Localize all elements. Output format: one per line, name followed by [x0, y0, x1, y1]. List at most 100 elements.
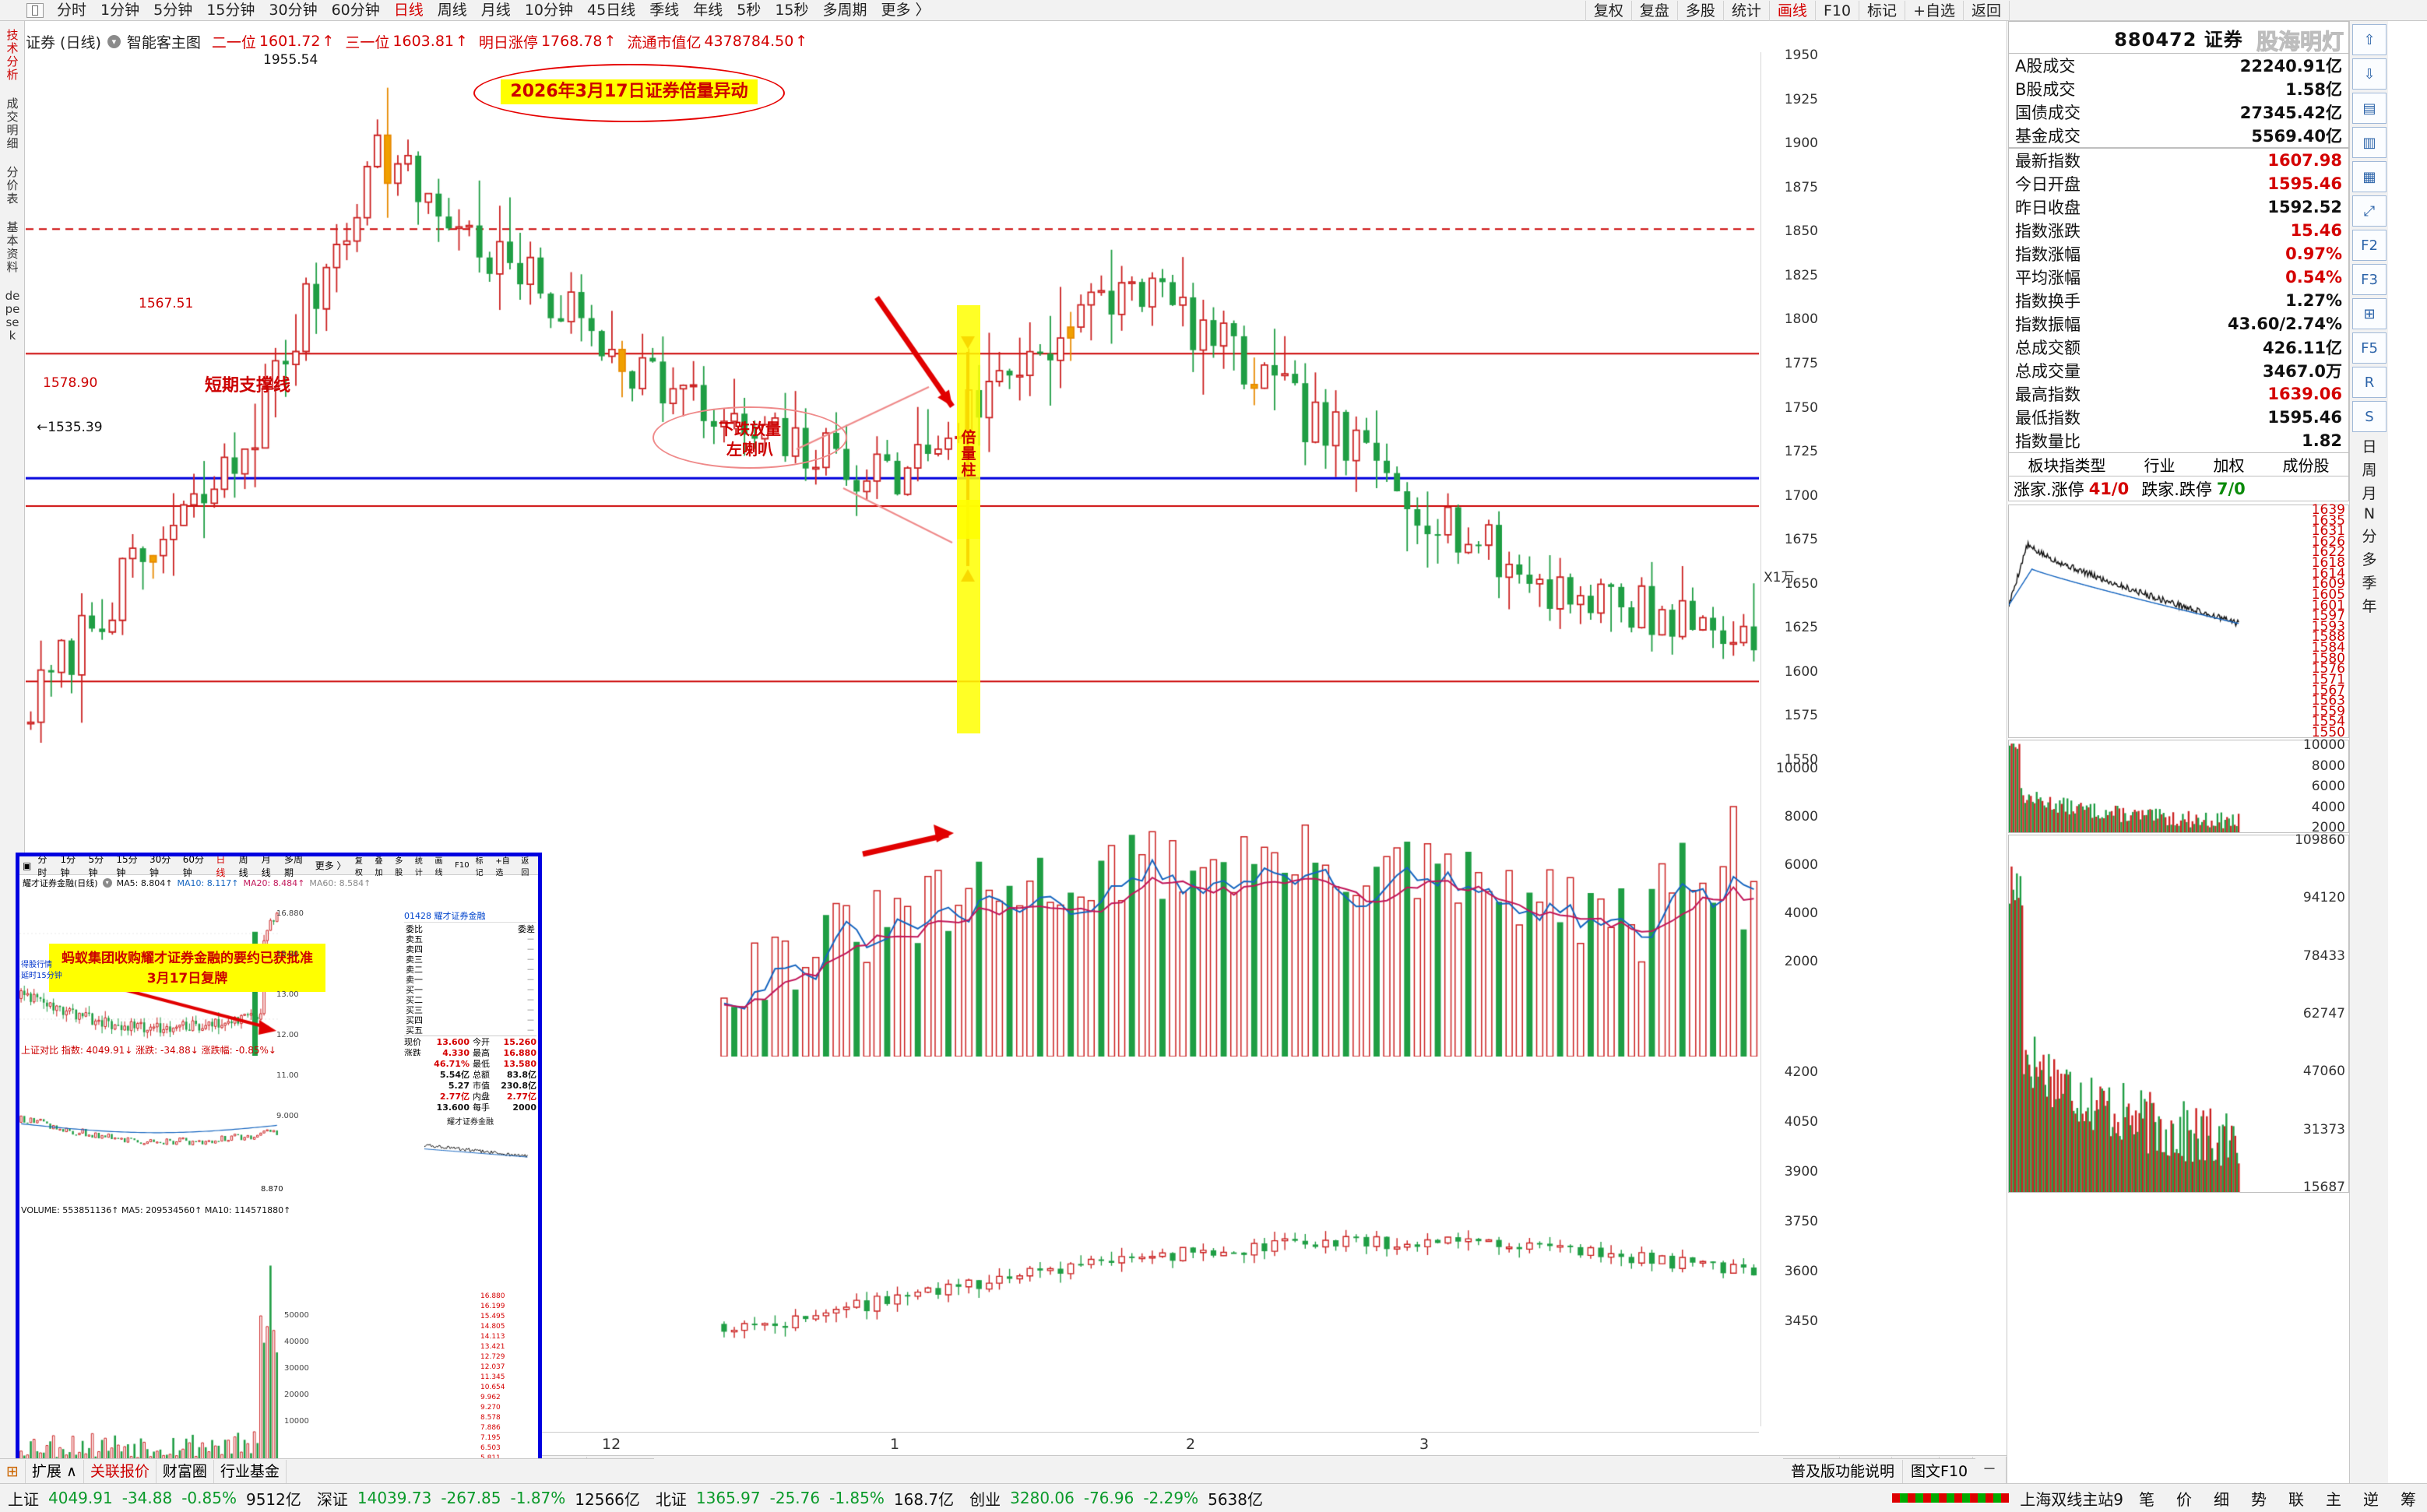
- btn-add-zixuan[interactable]: +自选: [1905, 0, 1964, 21]
- rail-button-5[interactable]: ⤢: [2352, 195, 2387, 227]
- embed-period-5分钟[interactable]: 5分钟: [88, 853, 104, 878]
- btn-expand[interactable]: 扩展 ∧: [26, 1459, 84, 1483]
- embed-btn-返回[interactable]: 返回: [521, 856, 529, 877]
- rail-button-0[interactable]: ⇧: [2352, 24, 2387, 55]
- period-tab-13[interactable]: 5秒: [737, 2, 762, 19]
- board-opt-industry[interactable]: 行业: [2144, 456, 2176, 475]
- candlestick-chart[interactable]: [26, 52, 1759, 757]
- rail-item-pricetable[interactable]: 分价表: [6, 165, 19, 206]
- period-tab-more[interactable]: 更多 〉: [881, 2, 930, 19]
- layout-icon[interactable]: [26, 2, 44, 18]
- status-index[interactable]: 创业 3280.06 -76.96 -2.29% 5638亿: [962, 1487, 1271, 1510]
- embed-period-分时[interactable]: 分时: [37, 853, 47, 878]
- rail-button-10[interactable]: R: [2352, 367, 2387, 398]
- side-period-分[interactable]: 分: [2362, 528, 2377, 545]
- rail-button-2[interactable]: ▤: [2352, 93, 2387, 124]
- btn-zoom-out[interactable]: －: [1973, 1456, 2007, 1483]
- chart-canvas-container[interactable]: 证券 (日线) ▾ 智能客主图 二一位 1601.72 ↑ 三一位 1603.8…: [26, 21, 2007, 1483]
- btn-industry-fund[interactable]: 行业基金: [214, 1459, 287, 1483]
- board-opt-constituent[interactable]: 成份股: [2282, 456, 2330, 475]
- embed-btn-叠加[interactable]: 叠加: [375, 856, 383, 877]
- status-tool-势[interactable]: 势: [2251, 1489, 2267, 1509]
- period-tab-5[interactable]: 60分钟: [331, 2, 380, 19]
- rail-button-6[interactable]: F2: [2352, 230, 2387, 261]
- btn-func-help[interactable]: 普及版功能说明: [1783, 1459, 1904, 1483]
- btn-graphic-f10[interactable]: 图文F10: [1911, 1462, 1968, 1480]
- status-tool-笔[interactable]: 笔: [2139, 1489, 2154, 1509]
- period-tab-2[interactable]: 5分钟: [153, 2, 193, 19]
- status-tool-价[interactable]: 价: [2176, 1489, 2192, 1509]
- btn-fanhui[interactable]: 返回: [1964, 0, 2010, 21]
- btn-fuquan[interactable]: 复权: [1585, 0, 1632, 21]
- embed-chevron-down-icon[interactable]: ▾: [102, 878, 112, 888]
- embed-period-多周期[interactable]: 多周期: [283, 853, 303, 878]
- embed-btn-F10[interactable]: F10: [455, 861, 470, 870]
- btn-biaoji[interactable]: 标记: [1859, 0, 1906, 21]
- rail-button-4[interactable]: ▦: [2352, 161, 2387, 192]
- status-tool-细[interactable]: 细: [2214, 1489, 2229, 1509]
- side-period-季[interactable]: 季: [2362, 575, 2377, 592]
- side-period-多[interactable]: 多: [2362, 551, 2377, 568]
- period-tab-8[interactable]: 月线: [480, 2, 511, 19]
- period-tab-4[interactable]: 30分钟: [269, 2, 318, 19]
- status-index[interactable]: 上证 4049.91 -34.88 -0.85% 9512亿: [0, 1487, 309, 1510]
- period-tab-9[interactable]: 10分钟: [524, 2, 573, 19]
- mini-intraday-chart[interactable]: 证券 1639163516311626162216181614160916051…: [2008, 502, 2349, 740]
- status-tool-筹[interactable]: 筹: [2401, 1489, 2416, 1509]
- embed-period-月线[interactable]: 月线: [261, 853, 271, 878]
- grid-icon[interactable]: ⊞: [0, 1459, 26, 1483]
- rail-button-1[interactable]: ⇩: [2352, 58, 2387, 90]
- embed-btn-统计[interactable]: 统计: [414, 856, 423, 877]
- rail-button-8[interactable]: ⊞: [2352, 298, 2387, 329]
- btn-f10[interactable]: F10: [1816, 0, 1860, 21]
- embed-btn-+自选[interactable]: +自选: [495, 856, 510, 877]
- side-period-日[interactable]: 日: [2362, 438, 2377, 455]
- side-period-周[interactable]: 周: [2362, 462, 2377, 479]
- status-tool-联[interactable]: 联: [2288, 1489, 2304, 1509]
- rail-button-7[interactable]: F3: [2352, 264, 2387, 295]
- btn-huaxian-active[interactable]: 画线: [1770, 0, 1816, 21]
- period-tab-1[interactable]: 1分钟: [100, 2, 140, 19]
- rail-item-technical[interactable]: 技术分析: [6, 28, 19, 82]
- embed-period-周线[interactable]: 周线: [238, 853, 248, 878]
- period-tab-3[interactable]: 15分钟: [206, 2, 255, 19]
- btn-linked-quotes[interactable]: 关联报价: [84, 1459, 157, 1483]
- embed-layout-icon[interactable]: ▣: [23, 860, 32, 871]
- server-label[interactable]: 上海双线主站9: [2020, 1489, 2123, 1509]
- status-index[interactable]: 北证 1365.97 -25.76 -1.85% 168.7亿: [648, 1487, 962, 1510]
- period-tab-daily-active[interactable]: 日线: [393, 2, 424, 19]
- board-opt-weighted[interactable]: 加权: [2213, 456, 2245, 475]
- rail-item-fundamentals[interactable]: 基本资料: [6, 220, 19, 274]
- btn-wealth-circle[interactable]: 财富圈: [157, 1459, 214, 1483]
- rail-button-3[interactable]: ▥: [2352, 127, 2387, 158]
- embed-period-60分钟[interactable]: 60分钟: [182, 853, 204, 878]
- embed-period-日线[interactable]: 日线: [216, 853, 226, 878]
- chevron-down-icon[interactable]: ▾: [107, 34, 121, 48]
- rail-button-9[interactable]: F5: [2352, 332, 2387, 364]
- side-period-N[interactable]: N: [2363, 505, 2376, 522]
- period-tab-0[interactable]: 分时: [57, 2, 87, 19]
- embedded-quote-window[interactable]: VOL-TDX(5,10) VOLUME: 31083713↑ MA5: 224…: [16, 853, 542, 1475]
- period-tab-12[interactable]: 年线: [693, 2, 723, 19]
- btn-duogu[interactable]: 多股: [1678, 0, 1724, 21]
- period-tab-14[interactable]: 15秒: [775, 2, 809, 19]
- embed-btn-多股[interactable]: 多股: [395, 856, 403, 877]
- embed-period-更多 〉[interactable]: 更多 〉: [315, 860, 346, 871]
- side-period-年[interactable]: 年: [2362, 598, 2377, 615]
- rail-item-depesek[interactable]: depesek: [5, 289, 20, 343]
- embed-btn-标记[interactable]: 标记: [475, 856, 484, 877]
- status-tool-主[interactable]: 主: [2326, 1489, 2341, 1509]
- main-indicator-label[interactable]: 智能客主图: [126, 33, 201, 51]
- embed-period-30分钟[interactable]: 30分钟: [149, 853, 171, 878]
- period-tab-15[interactable]: 多周期: [822, 2, 867, 19]
- btn-fupan[interactable]: 复盘: [1632, 0, 1678, 21]
- embed-btn-画线[interactable]: 画线: [434, 856, 443, 877]
- btn-tongji[interactable]: 统计: [1724, 0, 1770, 21]
- rail-item-trades[interactable]: 成交明细: [6, 97, 19, 150]
- embed-period-15分钟[interactable]: 15分钟: [116, 853, 138, 878]
- rail-button-11[interactable]: S: [2352, 401, 2387, 432]
- period-tab-11[interactable]: 季线: [649, 2, 680, 19]
- period-tab-7[interactable]: 周线: [437, 2, 467, 19]
- side-period-月[interactable]: 月: [2362, 485, 2377, 502]
- period-tab-10[interactable]: 45日线: [587, 2, 636, 19]
